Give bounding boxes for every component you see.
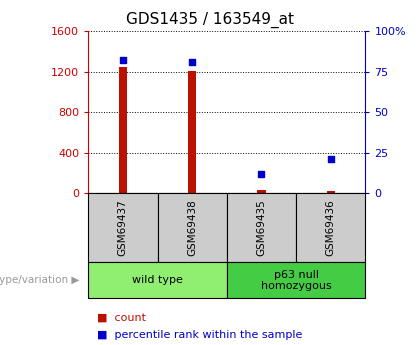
Text: genotype/variation ▶: genotype/variation ▶ [0,275,80,285]
Point [120,58,126,63]
Bar [119,67,127,193]
Text: GSM69437: GSM69437 [118,199,128,256]
Text: ■  count: ■ count [97,313,146,322]
Text: wild type: wild type [132,275,183,285]
Point [189,59,196,65]
Text: GSM69436: GSM69436 [326,199,336,256]
Point [328,156,334,162]
Text: GSM69435: GSM69435 [257,199,266,256]
Text: GDS1435 / 163549_at: GDS1435 / 163549_at [126,12,294,28]
Text: GSM69438: GSM69438 [187,199,197,256]
Bar [327,191,335,193]
Bar [257,190,265,193]
Bar [188,71,196,193]
Text: p63 null
homozygous: p63 null homozygous [261,269,331,291]
Text: ■  percentile rank within the sample: ■ percentile rank within the sample [97,331,302,340]
Point [258,171,265,177]
